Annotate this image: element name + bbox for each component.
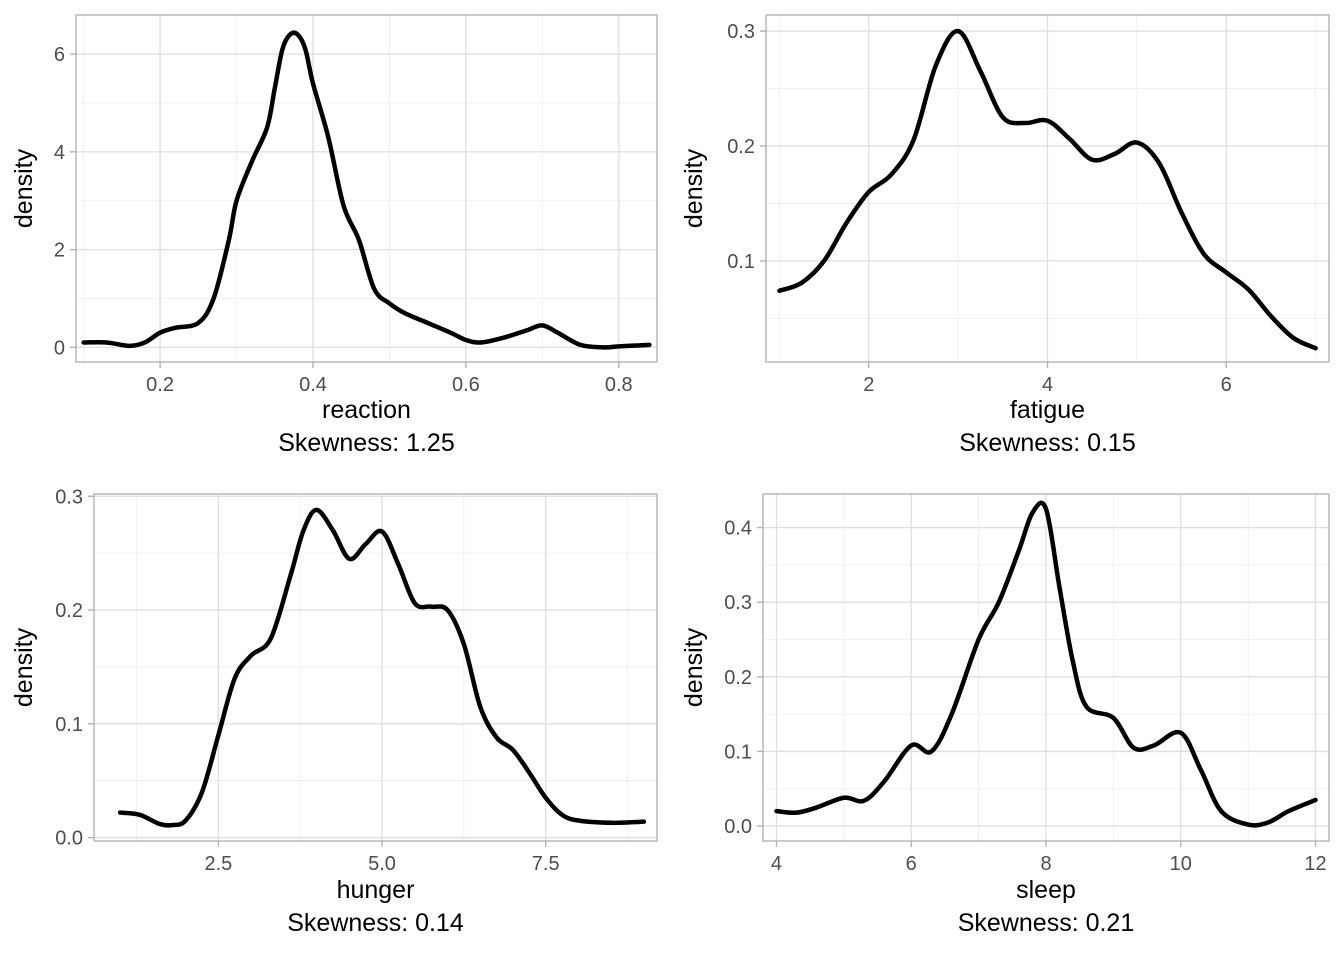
x-tick-label: 0.8: [605, 374, 633, 396]
panel-reaction: 0.2 0.4 0.6 0.8 0 2 4 6 reaction Skewness: 1.25 de…: [10, 14, 658, 457]
y-tick-label: 6: [54, 44, 65, 66]
x-axis-title: fatigue: [1010, 396, 1085, 424]
y-tick-label: 0.0: [55, 828, 83, 850]
y-tick-label: 0.3: [724, 592, 752, 614]
skewness-caption: Skewness: 0.14: [287, 909, 464, 937]
x-tick-label: 6: [906, 853, 917, 875]
x-tick-label: 4: [1042, 374, 1053, 396]
x-tick-label: 10: [1170, 853, 1192, 875]
x-tick-label: 7.5: [532, 853, 560, 875]
x-axis-title: hunger: [337, 876, 415, 904]
y-tick-label: 0.2: [55, 600, 83, 622]
y-tick-label: 0.0: [724, 816, 752, 838]
density-curve-reaction: [81, 30, 652, 350]
x-tick-label: 0.6: [452, 374, 480, 396]
panel-border: [93, 493, 658, 842]
y-tick-label: 4: [54, 142, 65, 164]
x-tick-label: 2.5: [204, 853, 232, 875]
panel-hunger: 2.5 5.0 7.5 0.0 0.1 0.2 0.3 hunger Skewness: 0.1…: [10, 486, 658, 937]
y-tick-label: 0.1: [727, 251, 755, 273]
x-tick-label: 8: [1040, 853, 1051, 875]
y-tick-label: 0.3: [55, 486, 83, 508]
x-tick-label: 0.4: [299, 374, 327, 396]
y-axis-title: density: [680, 148, 708, 228]
y-axis-title: density: [10, 148, 38, 228]
y-tick-label: 2: [54, 240, 65, 262]
y-tick-label: 0.2: [727, 136, 755, 158]
x-tick-label: 12: [1304, 853, 1326, 875]
panel-fatigue: 2 4 6 0.1 0.2 0.3 fatigue Skewness: 0.15 density: [680, 14, 1330, 457]
x-tick-label: 6: [1221, 374, 1232, 396]
x-tick-label: 4: [771, 853, 782, 875]
y-axis-title: density: [10, 627, 38, 707]
y-tick-label: 0.3: [727, 21, 755, 43]
y-tick-label: 0.1: [724, 741, 752, 763]
skewness-caption: Skewness: 0.21: [958, 909, 1135, 937]
skewness-caption: Skewness: 0.15: [959, 429, 1136, 457]
y-tick-label: 0.4: [724, 518, 752, 540]
y-axis-title: density: [680, 627, 708, 707]
panel-border: [75, 14, 658, 363]
skewness-caption: Skewness: 1.25: [278, 429, 455, 457]
x-axis-title: sleep: [1016, 876, 1076, 904]
x-tick-label: 5.0: [368, 853, 396, 875]
y-tick-label: 0.1: [55, 714, 83, 736]
y-tick-label: 0: [54, 337, 65, 359]
panel-sleep: 4 6 8 10 12 0.0 0.1 0.2 0.3 0.4 sleep Skewness: 0.2…: [680, 493, 1330, 937]
x-tick-label: 0.2: [146, 374, 174, 396]
y-tick-label: 0.2: [724, 667, 752, 689]
x-axis-title: reaction: [322, 396, 411, 424]
x-tick-label: 2: [863, 374, 874, 396]
density-curve-fatigue: [777, 28, 1318, 351]
density-curve-sleep: [774, 500, 1318, 828]
density-curve-hunger: [117, 507, 647, 828]
